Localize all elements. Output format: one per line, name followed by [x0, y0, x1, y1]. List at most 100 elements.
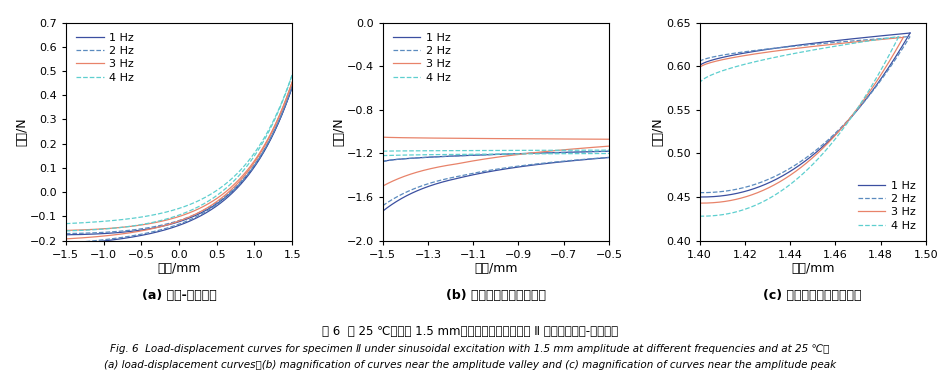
Line: 2 Hz: 2 Hz — [699, 36, 910, 62]
1 Hz — [904, 31, 916, 35]
3 Hz — [814, 43, 825, 48]
1 Hz — [819, 40, 830, 44]
4 Hz — [540, 148, 552, 153]
1 Hz — [245, 168, 257, 173]
Text: 图 6  在 25 ℃，振幅 1.5 mm、不同频率激励作用下 Ⅱ 类试样的载荷-位移曲线: 图 6 在 25 ℃，振幅 1.5 mm、不同频率激励作用下 Ⅱ 类试样的载荷-… — [321, 325, 619, 338]
X-axis label: 位移/mm: 位移/mm — [474, 262, 518, 276]
3 Hz — [879, 37, 890, 41]
4 Hz — [695, 80, 706, 84]
4 Hz — [451, 149, 462, 153]
3 Hz — [603, 137, 615, 141]
1 Hz — [820, 39, 831, 44]
2 Hz — [819, 41, 830, 45]
3 Hz — [377, 135, 388, 139]
2 Hz — [281, 99, 292, 103]
2 Hz — [695, 59, 706, 63]
Line: 1 Hz: 1 Hz — [66, 87, 292, 235]
4 Hz — [195, 197, 206, 202]
2 Hz — [195, 210, 206, 214]
3 Hz — [815, 43, 826, 48]
4 Hz — [812, 47, 823, 52]
2 Hz — [466, 153, 478, 158]
Line: 2 Hz: 2 Hz — [383, 151, 609, 162]
4 Hz — [167, 208, 179, 212]
4 Hz — [377, 149, 388, 153]
3 Hz — [60, 228, 71, 233]
Text: (a) load-displacement curves；(b) magnification of curves near the amplitude vall: (a) load-displacement curves；(b) magnifi… — [104, 360, 836, 370]
Y-axis label: 载荷/N: 载荷/N — [332, 117, 345, 146]
1 Hz — [287, 85, 298, 89]
1 Hz — [871, 34, 883, 38]
Line: 2 Hz: 2 Hz — [66, 86, 292, 233]
3 Hz — [245, 163, 257, 167]
1 Hz — [281, 100, 292, 105]
1 Hz — [541, 150, 553, 155]
Line: 4 Hz: 4 Hz — [699, 36, 899, 83]
2 Hz — [169, 220, 180, 224]
3 Hz — [287, 80, 298, 85]
Legend: 1 Hz, 2 Hz, 3 Hz, 4 Hz: 1 Hz, 2 Hz, 3 Hz, 4 Hz — [71, 28, 138, 87]
3 Hz — [695, 65, 706, 69]
2 Hz — [520, 151, 531, 156]
4 Hz — [541, 148, 553, 153]
2 Hz — [871, 37, 883, 41]
4 Hz — [281, 88, 292, 92]
3 Hz — [540, 136, 552, 141]
Line: 1 Hz: 1 Hz — [383, 151, 609, 162]
Line: 3 Hz: 3 Hz — [699, 37, 903, 68]
4 Hz — [862, 39, 873, 43]
Legend: 1 Hz, 2 Hz, 3 Hz, 4 Hz: 1 Hz, 2 Hz, 3 Hz, 4 Hz — [388, 28, 455, 87]
3 Hz — [866, 38, 877, 42]
Text: (c) 振幅峰値附近曲线放大: (c) 振幅峰値附近曲线放大 — [763, 289, 862, 302]
3 Hz — [520, 136, 531, 141]
4 Hz — [60, 221, 71, 226]
3 Hz — [182, 211, 194, 215]
4 Hz — [287, 73, 298, 77]
1 Hz — [466, 153, 478, 158]
X-axis label: 位移/mm: 位移/mm — [791, 262, 835, 276]
3 Hz — [404, 136, 415, 140]
3 Hz — [898, 35, 909, 39]
2 Hz — [904, 34, 916, 39]
2 Hz — [603, 149, 615, 153]
Line: 1 Hz: 1 Hz — [699, 33, 910, 66]
1 Hz — [885, 33, 896, 37]
Line: 4 Hz: 4 Hz — [66, 75, 292, 224]
Y-axis label: 载荷/N: 载荷/N — [651, 117, 665, 146]
1 Hz — [169, 221, 180, 225]
3 Hz — [466, 136, 478, 141]
2 Hz — [287, 83, 298, 88]
1 Hz — [167, 221, 179, 226]
4 Hz — [816, 46, 827, 51]
4 Hz — [404, 149, 415, 153]
1 Hz — [404, 156, 415, 161]
4 Hz — [169, 208, 180, 212]
2 Hz — [182, 215, 194, 220]
2 Hz — [451, 154, 462, 158]
3 Hz — [169, 215, 180, 220]
2 Hz — [885, 36, 896, 40]
Line: 3 Hz: 3 Hz — [66, 82, 292, 230]
2 Hz — [540, 151, 552, 155]
4 Hz — [520, 148, 531, 153]
2 Hz — [822, 41, 834, 45]
4 Hz — [694, 81, 705, 86]
X-axis label: 位移/mm: 位移/mm — [157, 262, 201, 276]
3 Hz — [281, 95, 292, 100]
3 Hz — [195, 206, 206, 210]
1 Hz — [603, 149, 615, 153]
3 Hz — [694, 66, 705, 70]
1 Hz — [695, 63, 706, 67]
Line: 3 Hz: 3 Hz — [383, 137, 609, 139]
2 Hz — [694, 59, 705, 64]
2 Hz — [60, 231, 71, 236]
1 Hz — [520, 151, 531, 156]
Text: (a) 载荷-位移曲线: (a) 载荷-位移曲线 — [142, 289, 216, 302]
Text: (b) 振幅谷値附近曲线放大: (b) 振幅谷値附近曲线放大 — [446, 289, 546, 302]
2 Hz — [167, 220, 179, 224]
1 Hz — [694, 64, 705, 68]
Y-axis label: 载荷/N: 载荷/N — [15, 117, 28, 146]
2 Hz — [245, 167, 257, 171]
4 Hz — [245, 155, 257, 159]
1 Hz — [451, 154, 462, 158]
